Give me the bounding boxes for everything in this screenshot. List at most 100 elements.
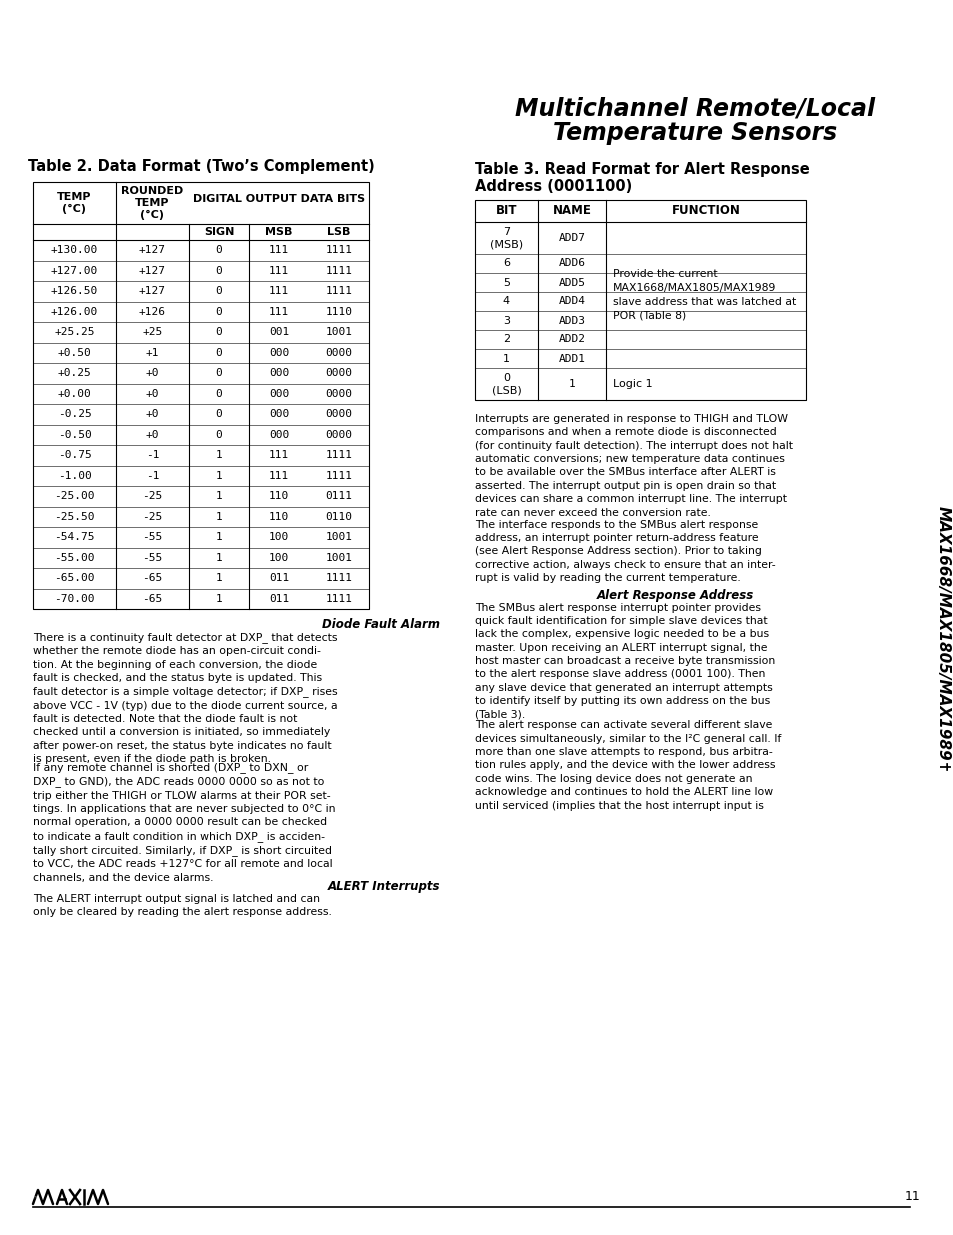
Text: +126.00: +126.00	[51, 306, 98, 316]
Text: -25.00: -25.00	[54, 492, 94, 501]
Text: 000: 000	[269, 348, 289, 358]
Text: 0: 0	[215, 389, 222, 399]
Text: If any remote channel is shorted (DXP_ to DXN_ or
DXP_ to GND), the ADC reads 00: If any remote channel is shorted (DXP_ t…	[33, 762, 335, 883]
Text: SIGN: SIGN	[204, 227, 233, 237]
Text: 100: 100	[269, 553, 289, 563]
Text: 0111: 0111	[325, 492, 352, 501]
Text: 000: 000	[269, 389, 289, 399]
Text: 0: 0	[215, 246, 222, 256]
Text: 1110: 1110	[325, 306, 352, 316]
Text: 0000: 0000	[325, 368, 352, 378]
Text: 1: 1	[215, 594, 222, 604]
Text: ADD4: ADD4	[558, 296, 585, 306]
Text: Temperature Sensors: Temperature Sensors	[553, 121, 836, 144]
Text: +130.00: +130.00	[51, 246, 98, 256]
Text: 1: 1	[215, 511, 222, 521]
Text: 1: 1	[502, 353, 510, 363]
Text: ADD7: ADD7	[558, 233, 585, 243]
Text: 111: 111	[269, 451, 289, 461]
Text: Interrupts are generated in response to THIGH and TLOW
comparisons and when a re: Interrupts are generated in response to …	[475, 414, 792, 517]
Text: -25: -25	[142, 511, 162, 521]
Text: Address (0001100): Address (0001100)	[475, 179, 632, 194]
Text: Logic 1: Logic 1	[613, 379, 652, 389]
Text: 1111: 1111	[325, 246, 352, 256]
Text: +0.50: +0.50	[57, 348, 91, 358]
Text: 1: 1	[215, 553, 222, 563]
Text: +126: +126	[139, 306, 166, 316]
Text: +25.25: +25.25	[54, 327, 94, 337]
Text: -0.75: -0.75	[57, 451, 91, 461]
Text: 111: 111	[269, 306, 289, 316]
Text: -0.50: -0.50	[57, 430, 91, 440]
Text: TEMP
(°C): TEMP (°C)	[57, 193, 91, 214]
Text: 0: 0	[215, 287, 222, 296]
Text: 110: 110	[269, 511, 289, 521]
Text: 6: 6	[502, 258, 510, 268]
Text: 1: 1	[215, 492, 222, 501]
Text: 111: 111	[269, 471, 289, 480]
Text: 7
(MSB): 7 (MSB)	[490, 227, 522, 249]
Text: +127: +127	[139, 287, 166, 296]
Text: 1: 1	[568, 379, 575, 389]
Text: +0: +0	[146, 430, 159, 440]
Text: 0: 0	[215, 368, 222, 378]
Text: -1: -1	[146, 451, 159, 461]
Text: FUNCTION: FUNCTION	[671, 205, 740, 217]
Text: +0: +0	[146, 409, 159, 419]
Text: -0.25: -0.25	[57, 409, 91, 419]
Text: 4: 4	[502, 296, 510, 306]
Text: 0: 0	[215, 409, 222, 419]
Text: The SMBus alert response interrupt pointer provides
quick fault identification f: The SMBus alert response interrupt point…	[475, 603, 775, 720]
Text: ADD2: ADD2	[558, 335, 585, 345]
Text: Alert Response Address: Alert Response Address	[596, 589, 753, 601]
Text: +25: +25	[142, 327, 162, 337]
Text: 2: 2	[502, 335, 510, 345]
Text: +127.00: +127.00	[51, 266, 98, 275]
Text: 111: 111	[269, 266, 289, 275]
Text: 000: 000	[269, 368, 289, 378]
Text: 110: 110	[269, 492, 289, 501]
Text: Multichannel Remote/Local: Multichannel Remote/Local	[515, 96, 874, 120]
Text: The ALERT interrupt output signal is latched and can
only be cleared by reading : The ALERT interrupt output signal is lat…	[33, 894, 332, 918]
Text: 1001: 1001	[325, 532, 352, 542]
Text: -1: -1	[146, 471, 159, 480]
Text: 0: 0	[215, 430, 222, 440]
Text: +127: +127	[139, 246, 166, 256]
Text: LSB: LSB	[327, 227, 351, 237]
Text: 0: 0	[215, 266, 222, 275]
Text: 11: 11	[903, 1191, 919, 1203]
Text: Diode Fault Alarm: Diode Fault Alarm	[322, 618, 439, 631]
Text: -65: -65	[142, 573, 162, 583]
Text: 1111: 1111	[325, 451, 352, 461]
Text: -65.00: -65.00	[54, 573, 94, 583]
Text: ALERT Interrupts: ALERT Interrupts	[327, 879, 439, 893]
Text: 1001: 1001	[325, 553, 352, 563]
Text: 1111: 1111	[325, 266, 352, 275]
Text: -65: -65	[142, 594, 162, 604]
Text: -54.75: -54.75	[54, 532, 94, 542]
Text: 100: 100	[269, 532, 289, 542]
Text: 111: 111	[269, 287, 289, 296]
Text: The alert response can activate several different slave
devices simultaneously, : The alert response can activate several …	[475, 720, 781, 810]
Text: MAX1668/MAX1805/MAX1989✝: MAX1668/MAX1805/MAX1989✝	[935, 506, 949, 773]
Text: 1: 1	[215, 532, 222, 542]
Text: +126.50: +126.50	[51, 287, 98, 296]
Text: 0000: 0000	[325, 389, 352, 399]
Bar	[33, 182, 369, 609]
Text: Table 2. Data Format (Two’s Complement): Table 2. Data Format (Two’s Complement)	[28, 159, 374, 174]
Text: 0
(LSB): 0 (LSB)	[491, 373, 521, 395]
Text: 0: 0	[215, 306, 222, 316]
Text: 1111: 1111	[325, 471, 352, 480]
Text: The interface responds to the SMBus alert response
address, an interrupt pointer: The interface responds to the SMBus aler…	[475, 520, 775, 583]
Text: 1001: 1001	[325, 327, 352, 337]
Text: ADD6: ADD6	[558, 258, 585, 268]
Text: -25: -25	[142, 492, 162, 501]
Text: +0: +0	[146, 368, 159, 378]
Text: 1111: 1111	[325, 573, 352, 583]
Text: -1.00: -1.00	[57, 471, 91, 480]
Text: 3: 3	[502, 315, 510, 326]
Text: 011: 011	[269, 573, 289, 583]
Text: 000: 000	[269, 430, 289, 440]
Text: +1: +1	[146, 348, 159, 358]
Text: 1111: 1111	[325, 594, 352, 604]
